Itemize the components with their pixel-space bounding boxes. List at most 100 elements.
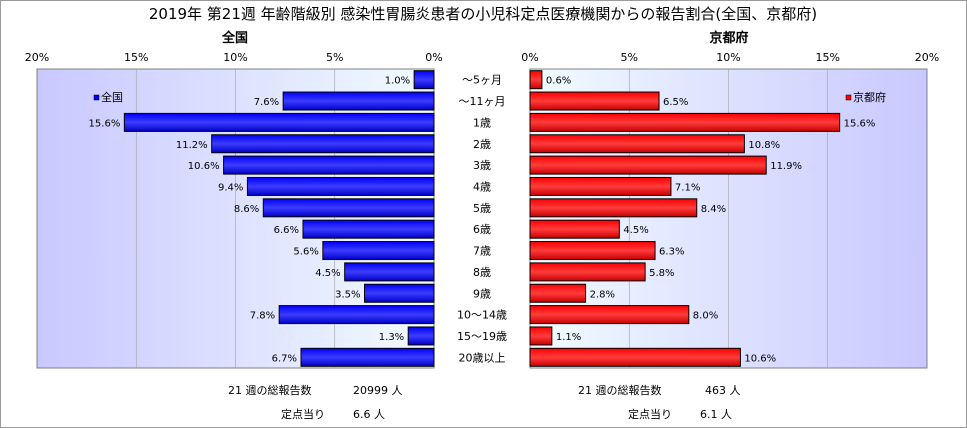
age-category-label: 3歳 — [473, 159, 491, 172]
right-tick-label: 15% — [816, 51, 840, 64]
legend-swatch-kyoto — [845, 94, 852, 101]
national-value-label: 7.8% — [250, 311, 275, 322]
kyoto-bar — [529, 326, 553, 346]
kyoto-bar — [529, 283, 587, 303]
national-value-label: 6.6% — [274, 225, 299, 236]
left-tick-label: 20% — [25, 51, 49, 64]
national-bar — [262, 198, 435, 218]
kyoto-value-label: 7.1% — [675, 182, 700, 193]
right-per-site-value: 6.1 人 — [700, 408, 732, 421]
legend-swatch-national — [93, 94, 100, 101]
left-bars: 1.0% 7.6% 15.6% 11.2% 10.6% 9.4% 8.6% 6.6% 5.6% 4… — [89, 70, 435, 367]
national-value-label: 8.6% — [234, 204, 259, 215]
age-category-label: 9歳 — [473, 287, 491, 300]
left-axis-ticks: 20% 15% 10% 5% 0% — [25, 51, 443, 64]
national-bar — [123, 112, 435, 132]
kyoto-value-label: 8.4% — [701, 204, 726, 215]
national-bar — [413, 70, 435, 90]
national-value-label: 6.7% — [272, 353, 297, 364]
kyoto-bar — [529, 241, 656, 261]
national-bar — [302, 219, 435, 239]
left-total-label: 21 週の総報告数 — [228, 383, 312, 397]
national-bar — [407, 326, 435, 346]
age-category-label: 10～14歳 — [457, 309, 507, 322]
right-legend: 京都府 — [845, 90, 886, 104]
age-category-label: 7歳 — [473, 245, 491, 258]
age-category-label: 6歳 — [473, 223, 491, 236]
national-bar — [246, 176, 435, 196]
left-panel-title: 全国 — [221, 30, 248, 46]
national-bar — [223, 155, 435, 175]
national-value-label: 7.6% — [254, 97, 279, 108]
kyoto-bar — [529, 112, 841, 132]
national-value-label: 4.5% — [315, 268, 340, 279]
kyoto-bar — [529, 70, 543, 90]
right-tick-label: 20% — [915, 51, 939, 64]
national-value-label: 3.5% — [335, 289, 360, 300]
right-total-label: 21 週の総報告数 — [578, 383, 662, 397]
kyoto-value-label: 2.8% — [590, 289, 615, 300]
national-bar — [211, 134, 435, 154]
national-bar — [300, 347, 435, 367]
national-value-label: 5.6% — [293, 247, 318, 258]
left-per-site-label: 定点当り — [281, 407, 325, 421]
category-labels: ～5ヶ月 ～11ヶ月 1歳 2歳 3歳 4歳 5歳 6歳 7歳 8歳 9歳 10～14歳 15～19歳 2… — [457, 74, 507, 365]
age-category-label: 5歳 — [473, 202, 491, 215]
kyoto-bar — [529, 176, 672, 196]
kyoto-value-label: 5.8% — [649, 268, 674, 279]
national-value-label: 1.0% — [385, 76, 410, 87]
kyoto-bar — [529, 219, 620, 239]
age-category-label: 15～19歳 — [457, 330, 507, 343]
left-tick-label: 5% — [326, 51, 343, 64]
national-value-label: 9.4% — [218, 182, 243, 193]
kyoto-value-label: 11.9% — [770, 161, 802, 172]
kyoto-value-label: 10.8% — [748, 140, 780, 151]
kyoto-value-label: 15.6% — [844, 118, 876, 129]
age-category-label: ～11ヶ月 — [459, 95, 506, 108]
national-bar — [322, 241, 435, 261]
age-category-label: 1歳 — [473, 116, 491, 129]
left-tick-label: 15% — [124, 51, 148, 64]
kyoto-value-label: 1.1% — [556, 332, 581, 343]
right-total-value: 463 人 — [705, 384, 741, 397]
kyoto-bar — [529, 91, 660, 111]
national-bar — [364, 283, 435, 303]
national-value-label: 10.6% — [188, 161, 220, 172]
kyoto-bar — [529, 305, 690, 325]
right-tick-label: 0% — [521, 51, 538, 64]
kyoto-value-label: 6.5% — [663, 97, 688, 108]
right-bars: 0.6% 6.5% 15.6% 10.8% 11.9% 7.1%8.4% 4.5% 6.3% 5… — [529, 70, 876, 367]
left-total-value: 20999 人 — [353, 384, 403, 397]
age-category-label: 2歳 — [473, 138, 491, 151]
left-per-site-value: 6.6 人 — [353, 408, 385, 421]
national-bar — [344, 262, 435, 282]
kyoto-value-label: 10.6% — [744, 353, 776, 364]
right-tick-label: 10% — [716, 51, 740, 64]
national-value-label: 11.2% — [176, 140, 208, 151]
kyoto-bar — [529, 134, 745, 154]
right-tick-label: 5% — [621, 51, 638, 64]
left-tick-label: 0% — [425, 51, 442, 64]
kyoto-value-label: 6.3% — [659, 247, 684, 258]
national-value-label: 1.3% — [379, 332, 404, 343]
left-tick-label: 10% — [223, 51, 247, 64]
kyoto-bar — [529, 347, 741, 367]
kyoto-bar — [529, 198, 698, 218]
kyoto-value-label: 4.5% — [623, 225, 648, 236]
kyoto-bar — [529, 262, 646, 282]
age-category-label: 20歳以上 — [459, 351, 506, 364]
kyoto-bar — [529, 155, 767, 175]
age-category-label: 8歳 — [473, 266, 491, 279]
chart-title: 2019年 第21週 年齢階級別 感染性胃腸炎患者の小児科定点医療機関からの報告… — [149, 5, 817, 23]
right-panel-title: 京都府 — [709, 30, 748, 46]
age-category-label: ～5ヶ月 — [462, 74, 502, 87]
national-value-label: 15.6% — [89, 118, 121, 129]
national-bar — [282, 91, 435, 111]
legend-label-kyoto: 京都府 — [853, 90, 886, 104]
right-per-site-label: 定点当り — [628, 407, 672, 421]
kyoto-value-label: 0.6% — [546, 76, 571, 87]
legend-label-national: 全国 — [101, 90, 123, 104]
right-axis-ticks: 0% 5% 10% 15% 20% — [521, 51, 939, 64]
national-bar — [278, 305, 435, 325]
